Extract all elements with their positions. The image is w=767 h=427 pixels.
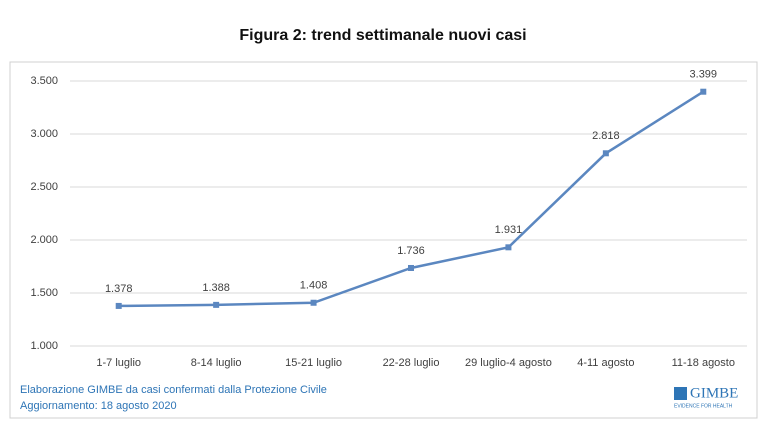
chart-frame [9, 61, 758, 419]
x-tick-label: 11-18 agosto [672, 357, 735, 369]
value-label: 1.931 [495, 224, 523, 236]
logo-tagline: EVIDENCE FOR HEALTH [674, 403, 733, 409]
data-point [213, 301, 220, 308]
x-tick-label: 15-21 luglio [285, 357, 342, 369]
y-tick-label: 3.000 [30, 128, 58, 140]
value-label: 2.818 [592, 130, 620, 142]
value-label: 3.399 [690, 69, 718, 81]
value-label: 1.388 [202, 282, 230, 294]
data-point [115, 302, 122, 309]
data-point [505, 244, 512, 251]
y-tick-label: 1.500 [30, 287, 58, 299]
source-note: Elaborazione GIMBE da casi confermati da… [20, 384, 327, 396]
x-tick-label: 1-7 luglio [96, 357, 141, 369]
y-tick-label: 2.000 [30, 234, 58, 246]
chart-title: Figura 2: trend settimanale nuovi casi [239, 27, 526, 44]
x-tick-label: 29 luglio-4 agosto [465, 357, 552, 369]
data-point [602, 150, 609, 157]
data-point [700, 88, 707, 95]
logo-icon [674, 387, 687, 400]
data-point [310, 299, 317, 306]
value-label: 1.736 [397, 245, 425, 257]
value-label: 1.408 [300, 280, 328, 292]
y-tick-label: 3.500 [30, 75, 58, 87]
x-tick-label: 22-28 luglio [383, 357, 440, 369]
logo: GIMBE [690, 385, 738, 401]
update-note: Aggiornamento: 18 agosto 2020 [20, 400, 177, 412]
y-tick-label: 2.500 [30, 181, 58, 193]
x-tick-label: 4-11 agosto [577, 357, 634, 369]
value-label: 1.378 [105, 283, 133, 295]
x-tick-label: 8-14 luglio [191, 357, 242, 369]
data-point [408, 264, 414, 271]
y-tick-label: 1.000 [30, 340, 58, 352]
